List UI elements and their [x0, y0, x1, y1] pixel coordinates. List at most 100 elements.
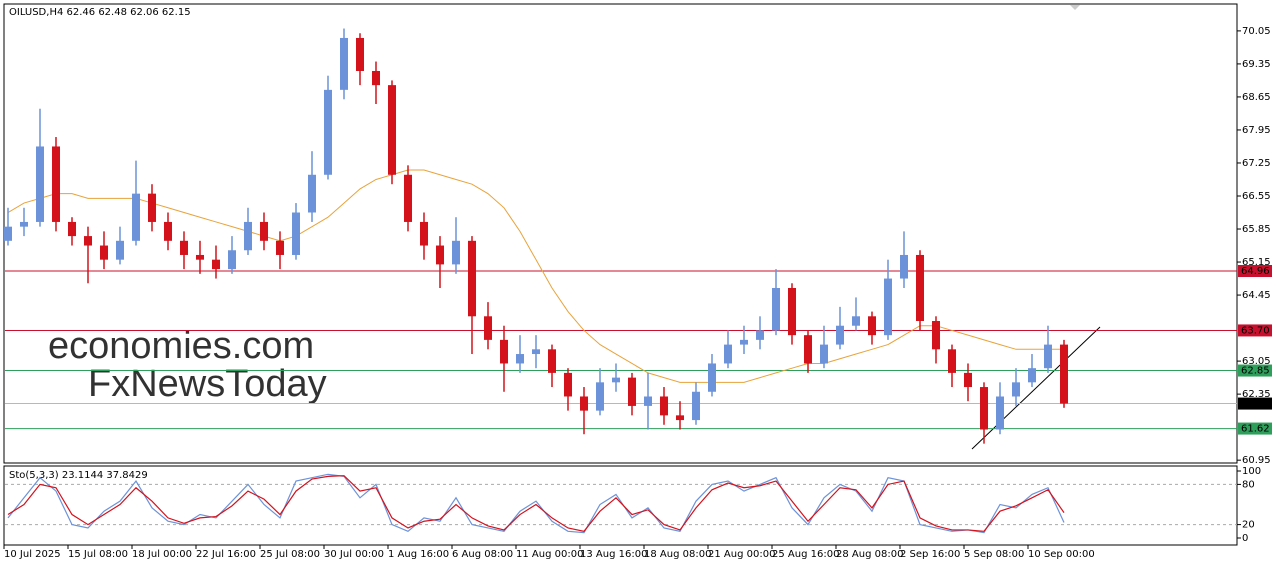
- x-tick-label: 22 Jul 16:00: [196, 549, 256, 560]
- x-tick-label: 10 Sep 00:00: [1028, 549, 1095, 560]
- candle-body: [708, 363, 716, 392]
- candle-body: [932, 321, 940, 350]
- candle-body: [820, 344, 828, 364]
- indicator-label: Sto(5,3,3) 23.1144 37.8429: [9, 470, 148, 481]
- candle-body: [612, 377, 620, 383]
- indicator-line: [7, 475, 1065, 532]
- candle-body: [404, 174, 412, 222]
- candle-body: [340, 37, 348, 90]
- y-tick-label: 65.85: [1242, 224, 1271, 235]
- candle-body: [388, 85, 396, 175]
- x-tick-label: 11 Aug 00:00: [516, 549, 583, 560]
- candle-body: [164, 221, 172, 241]
- candle-body: [324, 89, 332, 175]
- candle-body: [20, 221, 28, 227]
- candle-body: [484, 316, 492, 340]
- candle-body: [116, 240, 124, 260]
- x-tick-label: 10 Jul 2025: [4, 549, 61, 560]
- x-tick-label: 15 Jul 08:00: [68, 549, 128, 560]
- y-tick-label: 62.35: [1242, 389, 1271, 400]
- candle-body: [788, 287, 796, 336]
- candle-body: [868, 316, 876, 336]
- level-label: 63.70: [1241, 325, 1270, 336]
- indicator-tick-label: 80: [1242, 479, 1255, 490]
- candle-body: [644, 396, 652, 406]
- level-label: 61.62: [1241, 424, 1270, 435]
- candle-body: [516, 354, 524, 364]
- candle-body: [276, 240, 284, 255]
- x-tick-label: 2 Sep 16:00: [900, 549, 960, 560]
- level-label: 64.96: [1241, 266, 1270, 277]
- level-box: [1238, 397, 1272, 410]
- moving-average: [7, 169, 1064, 383]
- candle-body: [580, 396, 588, 411]
- candle-body: [596, 382, 604, 411]
- watermark: economies.com: [48, 325, 314, 367]
- candle-body: [804, 335, 812, 364]
- candle-body: [996, 396, 1004, 430]
- candle-body: [1028, 368, 1036, 383]
- indicator-line: [7, 473, 1065, 534]
- candle-body: [180, 240, 188, 255]
- x-tick-label: 13 Aug 16:00: [580, 549, 647, 560]
- candle-body: [52, 146, 60, 222]
- level-label: 62.15: [1241, 399, 1270, 410]
- y-tick-label: 70.05: [1242, 26, 1271, 37]
- candle-body: [84, 236, 92, 246]
- indicator-tick-label: 0: [1242, 533, 1248, 544]
- level-box: [1238, 265, 1272, 278]
- candle-body: [756, 330, 764, 340]
- level-label: 62.85: [1241, 366, 1270, 377]
- candle-body: [628, 377, 636, 406]
- y-tick-label: 67.25: [1242, 158, 1271, 169]
- candle-body: [468, 240, 476, 317]
- scroll-marker: [1070, 5, 1080, 10]
- candle-body: [36, 146, 44, 222]
- candle-body: [532, 349, 540, 355]
- candle-body: [964, 372, 972, 388]
- candle-body: [308, 174, 316, 213]
- x-tick-label: 18 Aug 08:00: [644, 549, 711, 560]
- candle-body: [948, 349, 956, 373]
- y-tick-label: 63.05: [1242, 356, 1271, 367]
- indicator-tick-label: 20: [1242, 520, 1255, 531]
- level-box: [1238, 324, 1272, 337]
- candle-body: [196, 254, 204, 260]
- x-tick-label: 25 Jul 08:00: [260, 549, 320, 560]
- y-tick-label: 66.55: [1242, 191, 1271, 202]
- y-tick-label: 67.95: [1242, 125, 1271, 136]
- candle-body: [564, 372, 572, 397]
- y-tick-label: 68.65: [1242, 92, 1271, 103]
- x-tick-label: 18 Jul 00:00: [132, 549, 192, 560]
- candle-body: [1060, 344, 1068, 404]
- candle-body: [772, 287, 780, 331]
- candle-body: [148, 193, 156, 222]
- candle-body: [884, 278, 892, 336]
- candle-body: [676, 415, 684, 421]
- candle-body: [660, 396, 668, 416]
- x-tick-label: 5 Sep 08:00: [964, 549, 1024, 560]
- y-tick-label: 60.95: [1242, 455, 1271, 466]
- candle-body: [692, 391, 700, 421]
- x-tick-label: 25 Aug 16:00: [772, 549, 839, 560]
- candle-body: [1044, 344, 1052, 369]
- candle-body: [916, 254, 924, 322]
- y-tick-label: 69.35: [1242, 59, 1271, 70]
- candle-body: [132, 193, 140, 241]
- candle-body: [980, 387, 988, 430]
- candle-body: [356, 37, 364, 71]
- candle-body: [724, 344, 732, 364]
- candle-body: [548, 349, 556, 373]
- y-tick-label: 64.45: [1242, 290, 1271, 301]
- x-tick-label: 6 Aug 08:00: [452, 549, 513, 560]
- candle-body: [292, 212, 300, 255]
- candle-body: [436, 245, 444, 265]
- candle-body: [420, 221, 428, 246]
- x-tick-label: 28 Aug 08:00: [836, 549, 903, 560]
- level-box: [1238, 422, 1272, 435]
- y-tick-label: 65.15: [1242, 257, 1271, 268]
- candle-body: [260, 221, 268, 241]
- candle-body: [500, 339, 508, 364]
- x-tick-label: 30 Jul 00:00: [324, 549, 384, 560]
